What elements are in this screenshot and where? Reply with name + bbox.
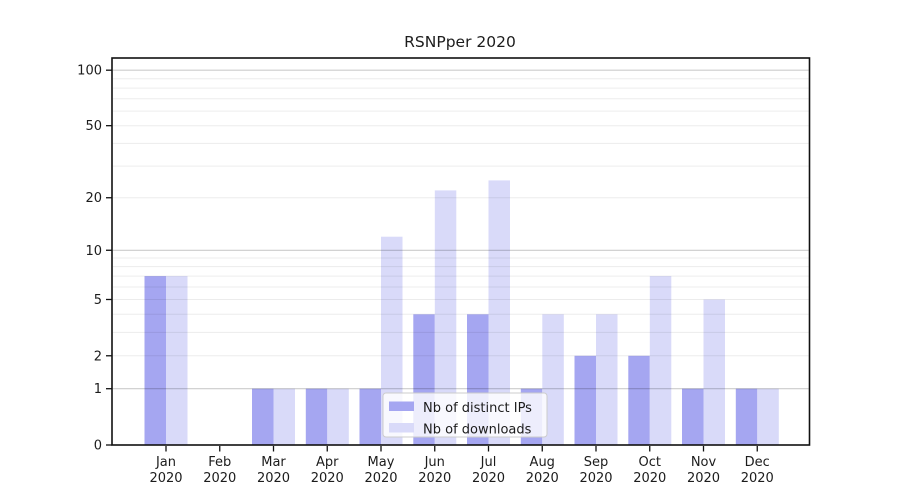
x-tick-label-year-jul: 2020 (472, 471, 505, 486)
bar-downloads-jun (434, 190, 457, 445)
chart-title: RSNPper 2020 (404, 33, 516, 51)
bar-downloads-aug (542, 314, 564, 445)
bar-downloads-mar (273, 388, 295, 445)
x-tick-label-month-apr: Apr (316, 455, 339, 470)
bar-distinct-ips-dec (735, 388, 758, 445)
x-tick-label-month-nov: Nov (691, 455, 717, 470)
x-tick-label-year-nov: 2020 (687, 471, 720, 486)
bar-distinct-ips-may (359, 388, 381, 445)
y-tick-label-50: 50 (85, 119, 102, 134)
x-tick-label-month-sep: Sep (584, 455, 609, 470)
y-tick-label-10: 10 (85, 244, 102, 259)
bar-distinct-ips-nov (682, 388, 704, 445)
bar-downloads-oct (649, 276, 672, 445)
y-tick-label-0: 0 (94, 439, 102, 454)
legend-label-distinct-ips: Nb of distinct IPs (423, 401, 532, 416)
bar-distinct-ips-jan (144, 276, 166, 445)
bar-downloads-jan (166, 276, 188, 445)
x-tick-label-month-jul: Jul (480, 455, 497, 470)
gridlines-layer (112, 69, 809, 390)
legend-swatch-downloads (389, 423, 414, 433)
x-tick-label-year-sep: 2020 (579, 471, 612, 486)
x-tick-label-month-oct: Oct (639, 455, 661, 470)
legend-box (382, 392, 548, 438)
y-tick-label-100: 100 (77, 64, 102, 79)
bar-distinct-ips-oct (628, 355, 650, 445)
legend-swatch-distinct-ips (389, 401, 414, 411)
axis-ticks-layer (106, 69, 758, 452)
x-tick-label-year-feb: 2020 (203, 471, 236, 486)
bar-downloads-sep (596, 314, 618, 445)
bar-downloads-dec (757, 388, 779, 445)
axis-labels-layer: 0125102050100Jan2020Feb2020Mar2020Apr202… (77, 64, 774, 486)
x-tick-label-month-aug: Aug (530, 455, 555, 470)
x-tick-label-year-dec: 2020 (741, 471, 774, 486)
x-tick-label-year-oct: 2020 (633, 471, 666, 486)
x-tick-label-year-may: 2020 (364, 471, 397, 486)
bar-downloads-nov (703, 299, 725, 445)
x-tick-label-month-may: May (368, 455, 395, 470)
legend: Nb of distinct IPs Nb of downloads (382, 392, 548, 438)
x-tick-label-month-jun: Jun (424, 455, 445, 470)
legend-label-downloads: Nb of downloads (423, 423, 532, 438)
bar-distinct-ips-apr (305, 388, 328, 445)
plot-border (111, 57, 811, 446)
bar-downloads-jul (488, 180, 510, 445)
x-tick-label-month-dec: Dec (745, 455, 770, 470)
x-tick-label-month-feb: Feb (208, 455, 231, 470)
x-tick-label-year-aug: 2020 (526, 471, 559, 486)
y-tick-label-5: 5 (94, 293, 102, 308)
bar-distinct-ips-sep (574, 355, 596, 445)
x-tick-label-year-jan: 2020 (149, 471, 182, 486)
bar-downloads-apr (327, 388, 349, 445)
y-tick-label-20: 20 (85, 191, 102, 206)
x-tick-label-year-apr: 2020 (311, 471, 344, 486)
x-tick-label-month-mar: Mar (261, 455, 286, 470)
x-tick-label-year-mar: 2020 (257, 471, 290, 486)
bar-distinct-ips-mar (252, 388, 274, 445)
x-tick-label-month-jan: Jan (155, 455, 176, 470)
y-tick-label-1: 1 (94, 382, 102, 397)
y-tick-label-2: 2 (94, 349, 102, 364)
x-tick-label-year-jun: 2020 (418, 471, 451, 486)
